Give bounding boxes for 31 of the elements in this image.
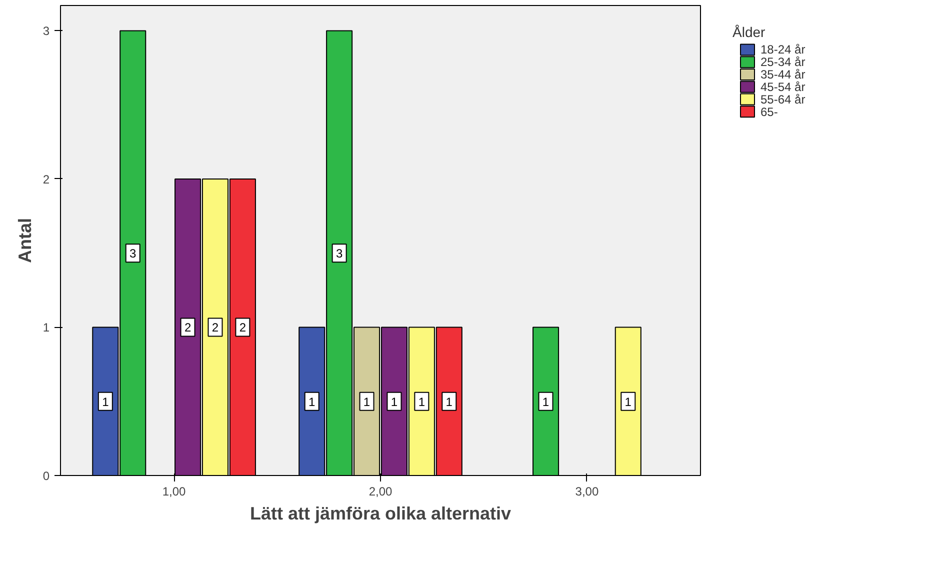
data-label: 1 bbox=[363, 394, 370, 409]
data-label: 1 bbox=[418, 394, 426, 409]
y-tick-label: 0 bbox=[42, 469, 50, 483]
data-label: 2 bbox=[239, 320, 246, 335]
bar bbox=[532, 326, 560, 476]
data-label: 1 bbox=[446, 394, 453, 409]
x-tick-label: 3,00 bbox=[575, 484, 599, 498]
legend-label: 18-24 år bbox=[760, 42, 806, 57]
legend-label: 35-44 år bbox=[760, 67, 806, 82]
data-label: 2 bbox=[184, 320, 192, 335]
legend-label: 45-54 år bbox=[760, 80, 806, 94]
data-label: 2 bbox=[212, 320, 219, 335]
data-label: 3 bbox=[130, 246, 137, 261]
legend-label: 65- bbox=[760, 105, 778, 120]
data-label: 1 bbox=[624, 394, 632, 409]
x-tick-label: 2,00 bbox=[368, 484, 393, 498]
legend-label: 55-64 år bbox=[760, 92, 806, 106]
data-label: 1 bbox=[102, 394, 110, 409]
bar bbox=[614, 326, 642, 476]
y-tick-label: 1 bbox=[42, 320, 50, 335]
x-tick-label: 1,00 bbox=[162, 484, 186, 498]
y-axis-title: Antal bbox=[14, 218, 35, 263]
data-label: 3 bbox=[336, 246, 343, 261]
y-tick-label: 2 bbox=[42, 172, 50, 186]
data-label: 1 bbox=[308, 394, 316, 409]
data-label: 1 bbox=[542, 394, 550, 409]
x-axis-title: Lätt att jämföra olika alternativ bbox=[250, 504, 512, 524]
legend-title: Ålder bbox=[732, 24, 766, 40]
legend-label: 25-34 år bbox=[760, 55, 806, 70]
data-label: 1 bbox=[390, 394, 398, 409]
y-tick-label: 3 bbox=[42, 24, 50, 38]
